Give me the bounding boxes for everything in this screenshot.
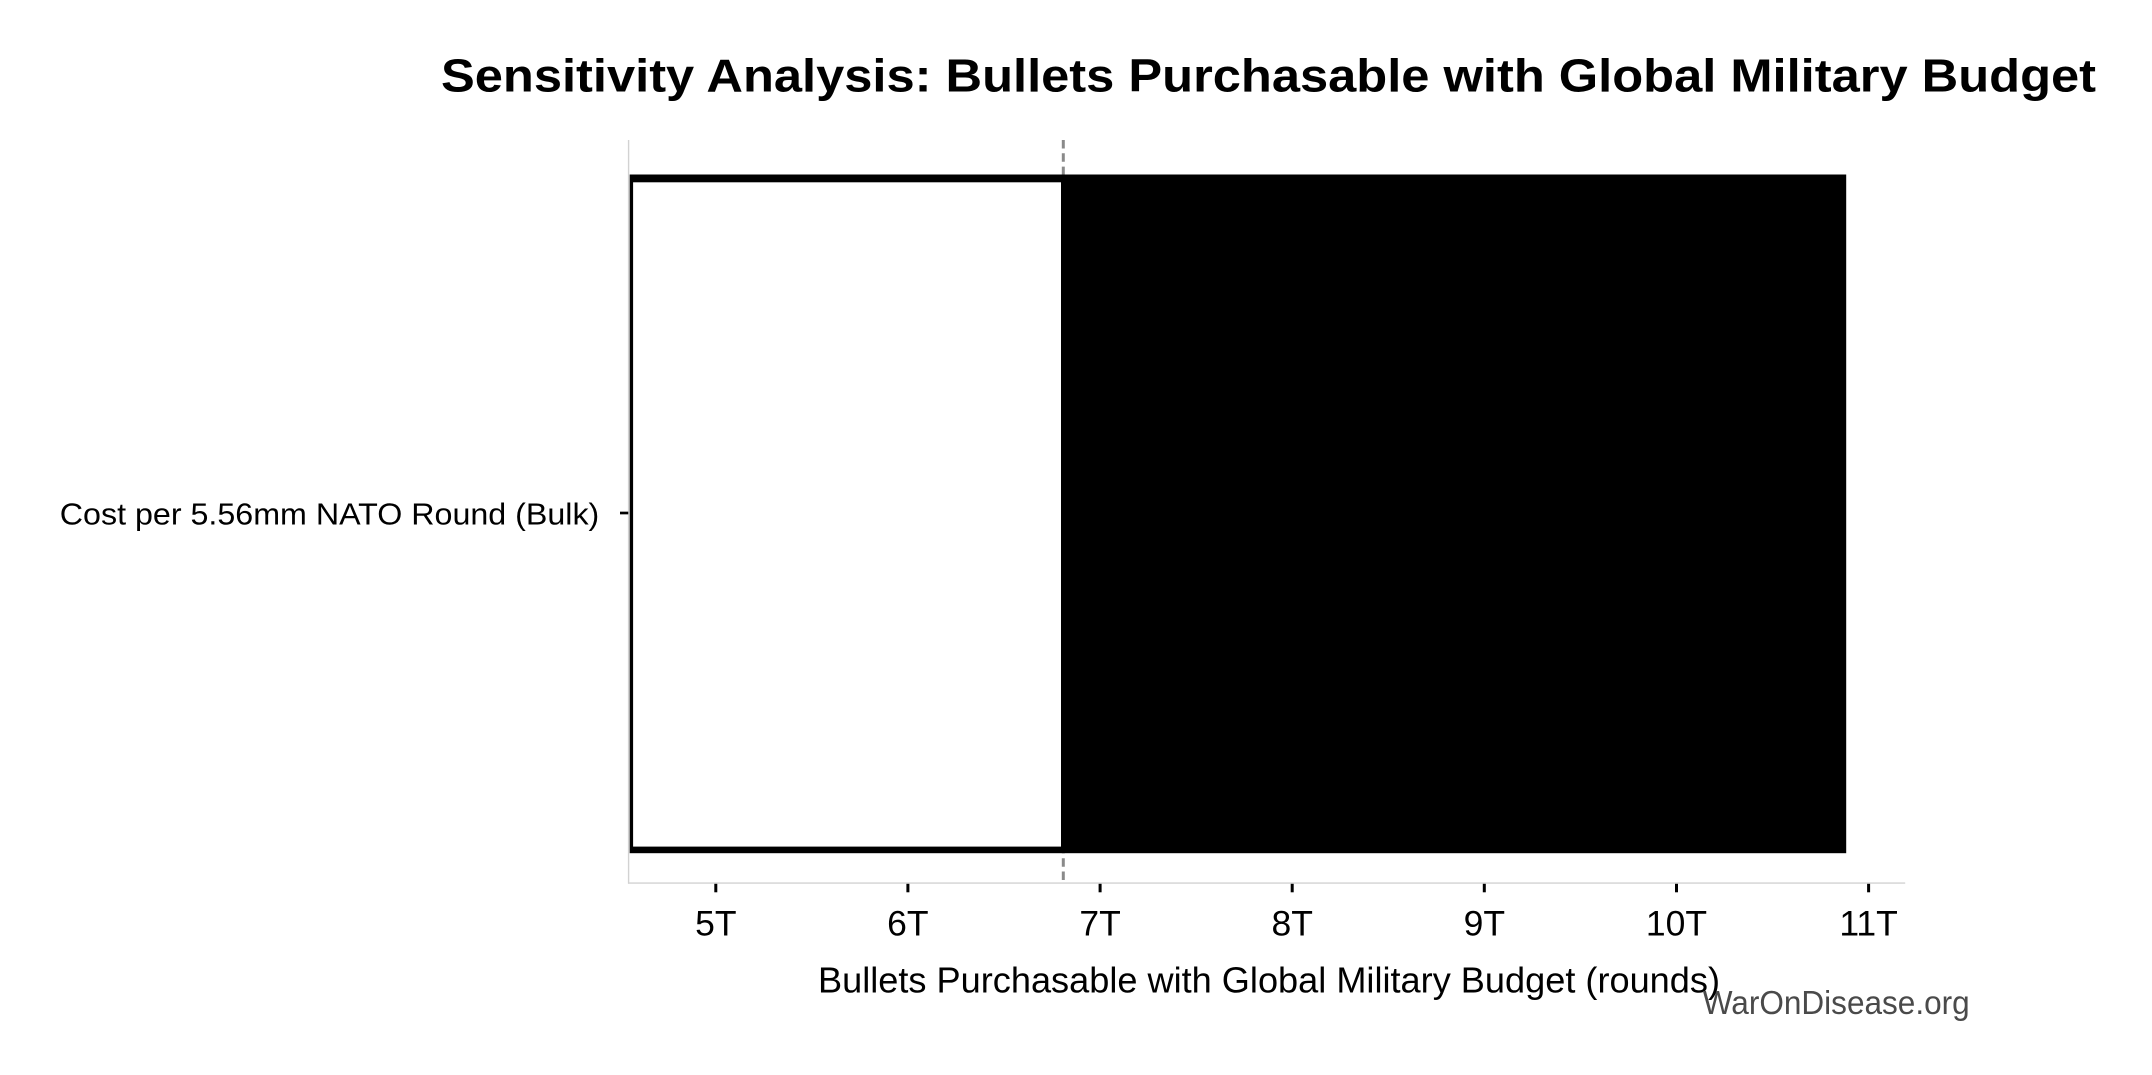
svg-text:Sensitivity Analysis: Bullets: Sensitivity Analysis: Bullets Purchasabl…	[441, 50, 2096, 102]
svg-text:9T: 9T	[1464, 904, 1505, 944]
svg-text:6T: 6T	[887, 904, 928, 944]
svg-text:5T: 5T	[695, 904, 736, 944]
svg-text:8T: 8T	[1271, 904, 1312, 944]
svg-text:WarOnDisease.org: WarOnDisease.org	[1703, 985, 1970, 1022]
svg-text:11T: 11T	[1839, 904, 1898, 944]
svg-text:Bullets Purchasable with Globa: Bullets Purchasable with Global Military…	[818, 960, 1720, 1001]
svg-text:10T: 10T	[1646, 904, 1707, 944]
svg-text:7T: 7T	[1079, 904, 1120, 944]
svg-text:Cost per 5.56mm NATO Round (Bu: Cost per 5.56mm NATO Round (Bulk)	[60, 498, 600, 531]
